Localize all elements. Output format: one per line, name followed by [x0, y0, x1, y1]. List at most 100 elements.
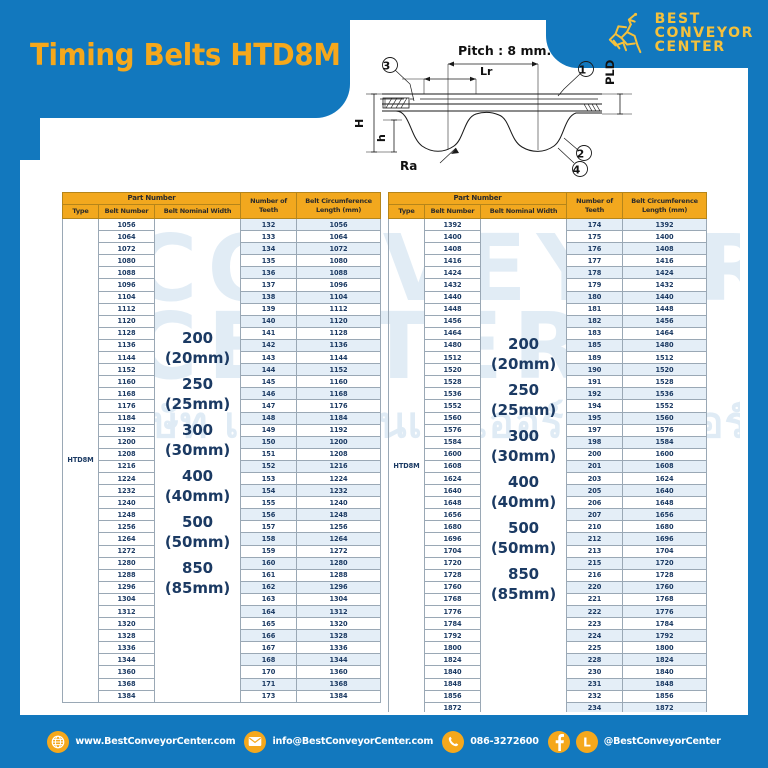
cell-belt-circumference: 1392: [622, 217, 708, 232]
cell-belt-circumference: 1144: [296, 351, 382, 365]
cell-number-of-teeth: 234: [566, 701, 624, 715]
table-row: 1080 135 1080: [63, 254, 382, 268]
cell-number-of-teeth: 195: [566, 411, 624, 425]
width-option: (85mm): [490, 584, 557, 603]
header-belt-circumference: Belt Circumference Length (mm): [622, 192, 708, 219]
cell-belt-number: 1064: [98, 230, 155, 244]
cell-belt-circumference: 1480: [622, 338, 708, 353]
cell-number-of-teeth: 189: [566, 351, 624, 365]
cell-belt-number: 1080: [98, 254, 155, 268]
table-row: 1152 144 1152: [63, 363, 382, 377]
table-row: 1624 203 1624: [389, 471, 708, 486]
header-part-number: Part Number: [387, 192, 568, 205]
cell-belt-circumference: 1064: [296, 230, 382, 244]
header-belt-nominal-width: Belt Nominal Width: [479, 204, 568, 219]
table-row: 1520 190 1520: [389, 363, 708, 377]
cell-number-of-teeth: 222: [566, 604, 624, 619]
cell-belt-number: 1208: [98, 447, 155, 461]
cell-belt-circumference: 1120: [296, 314, 382, 328]
width-option: (40mm): [164, 486, 231, 505]
width-option: 200: [508, 334, 540, 353]
callout-1: 1: [579, 64, 587, 77]
cell-belt-circumference: 1824: [622, 653, 708, 667]
cell-number-of-teeth: 156: [240, 508, 298, 522]
cell-number-of-teeth: 153: [240, 471, 298, 486]
phone-icon: [442, 730, 465, 753]
cell-belt-number: 1144: [98, 351, 155, 365]
table-row: 1576 197 1576: [389, 423, 708, 437]
cell-belt-circumference: 1232: [296, 484, 382, 498]
cell-number-of-teeth: 176: [566, 242, 624, 256]
cell-number-of-teeth: 146: [240, 387, 298, 401]
footer-phone-text: 086-3272600: [470, 736, 539, 747]
cell-belt-circumference: 1360: [296, 665, 382, 679]
cell-belt-circumference: 1400: [622, 230, 708, 244]
cell-number-of-teeth: 216: [566, 568, 624, 582]
cell-number-of-teeth: 205: [566, 484, 624, 498]
footer-phone[interactable]: 086-3272600: [442, 730, 539, 753]
cell-number-of-teeth: 162: [240, 580, 298, 594]
cell-belt-circumference: 1320: [296, 617, 382, 631]
cell-belt-circumference: 1384: [296, 689, 382, 703]
table-row: 1296 162 1296: [63, 580, 382, 594]
table-row: 1104 138 1104: [63, 290, 382, 304]
cell-belt-number: 1328: [98, 629, 155, 643]
cell-belt-circumference: 1248: [296, 508, 382, 522]
callout-4: 4: [573, 164, 581, 177]
cell-belt-number: 1392: [424, 217, 481, 232]
cell-belt-circumference: 1840: [622, 665, 708, 679]
cell-belt-number: 1440: [424, 290, 481, 304]
cell-belt-circumference: 1784: [622, 617, 708, 631]
table-row: 1704 213 1704: [389, 544, 708, 558]
cell-belt-number: 1840: [424, 665, 481, 679]
table-row: 1256 157 1256: [63, 520, 382, 534]
cell-belt-circumference: 1728: [622, 568, 708, 582]
footer-email[interactable]: info@BestConveyorCenter.com: [244, 730, 433, 753]
cell-belt-number: 1104: [98, 290, 155, 304]
cell-belt-circumference: 1328: [296, 629, 382, 643]
cell-belt-number: 1336: [98, 641, 155, 655]
cell-number-of-teeth: 182: [566, 314, 624, 328]
width-option: 250: [182, 374, 214, 393]
cell-belt-number: 1560: [424, 411, 481, 425]
cell-belt-circumference: 1648: [622, 496, 708, 510]
cell-belt-circumference: 1280: [296, 556, 382, 570]
cell-number-of-teeth: 141: [240, 326, 298, 340]
table-row: 1720 215 1720: [389, 556, 708, 570]
header-part-number: Part Number: [61, 192, 242, 205]
footer-divider: [20, 712, 748, 715]
cell-belt-number: 1624: [424, 471, 481, 486]
cell-belt-number: 1552: [424, 399, 481, 413]
table-row: 1176 147 1176: [63, 399, 382, 413]
cell-belt-number: 1256: [98, 520, 155, 534]
cell-number-of-teeth: 164: [240, 604, 298, 619]
cell-belt-number: 1584: [424, 435, 481, 449]
cell-number-of-teeth: 138: [240, 290, 298, 304]
footer-website[interactable]: www.BestConveyorCenter.com: [47, 730, 236, 753]
cell-belt-circumference: 1312: [296, 604, 382, 619]
width-option: (20mm): [490, 354, 557, 373]
table-row: 1136 142 1136: [63, 338, 382, 353]
cell-belt-number: 1120: [98, 314, 155, 328]
header-belt-nominal-width: Belt Nominal Width: [153, 204, 242, 219]
cell-belt-circumference: 1600: [622, 447, 708, 461]
width-option: (25mm): [490, 400, 557, 419]
cell-number-of-teeth: 207: [566, 508, 624, 522]
table-row: 1600 200 1600: [389, 447, 708, 461]
cell-belt-circumference: 1696: [622, 532, 708, 546]
cell-number-of-teeth: 203: [566, 471, 624, 486]
cell-belt-number: 1608: [424, 459, 481, 473]
table-row: 1272 159 1272: [63, 544, 382, 558]
cell-belt-number: 1424: [424, 266, 481, 280]
cell-belt-number: 1480: [424, 338, 481, 353]
cell-belt-circumference: 1168: [296, 387, 382, 401]
cell-belt-number: 1416: [424, 254, 481, 268]
cell-belt-number: 1576: [424, 423, 481, 437]
table-row: 1160 145 1160: [63, 375, 382, 389]
cell-number-of-teeth: 183: [566, 326, 624, 340]
footer-social[interactable]: L @BestConveyorCenter: [547, 730, 721, 753]
table-row: 1200 150 1200: [63, 435, 382, 449]
table-row: 1216 152 1216: [63, 459, 382, 473]
header-belt-number: Belt Number: [424, 204, 481, 219]
table-row: 1512 189 1512: [389, 351, 708, 365]
